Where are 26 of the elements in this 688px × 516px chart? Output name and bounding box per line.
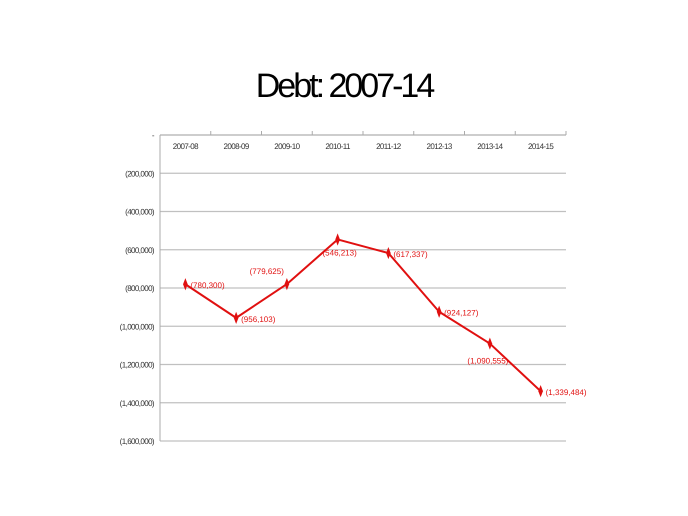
- x-tick-label: 2007-08: [172, 142, 200, 151]
- data-label: (956,103): [241, 314, 276, 324]
- y-tick-label: (400,000): [125, 208, 155, 216]
- data-label: (546,213): [322, 248, 358, 258]
- y-tick-label: (1,000,000): [120, 322, 155, 332]
- data-label: (779,625): [250, 267, 284, 276]
- x-tick-label: 2013-14: [477, 142, 504, 151]
- y-tick-label: (1,600,000): [120, 437, 155, 446]
- x-tick-label: 2010-11: [325, 142, 352, 151]
- data-label: (924,127): [444, 308, 479, 318]
- data-label: (1,339,484): [546, 388, 587, 398]
- y-tick-label: (200,000): [125, 169, 155, 178]
- y-tick-label: (1,400,000): [120, 398, 155, 408]
- y-tick-label: (1,200,000): [120, 360, 155, 370]
- data-label: (1,090,555): [467, 356, 509, 366]
- chart-title: Debt: 2007-14: [256, 67, 434, 105]
- y-tick-label: -: [152, 131, 155, 140]
- x-tick-label: 2014-15: [528, 142, 554, 151]
- data-label: (617,337): [393, 250, 428, 260]
- x-tick-label: 2009-10: [274, 142, 301, 151]
- data-label: (780,300): [190, 281, 225, 290]
- y-tick-label: (600,000): [125, 246, 155, 255]
- x-tick-label: 2012-13: [426, 142, 453, 151]
- x-tick-label: 2008-09: [224, 142, 250, 151]
- y-tick-label: (800,000): [125, 284, 155, 293]
- x-tick-label: 2011-12: [376, 142, 402, 151]
